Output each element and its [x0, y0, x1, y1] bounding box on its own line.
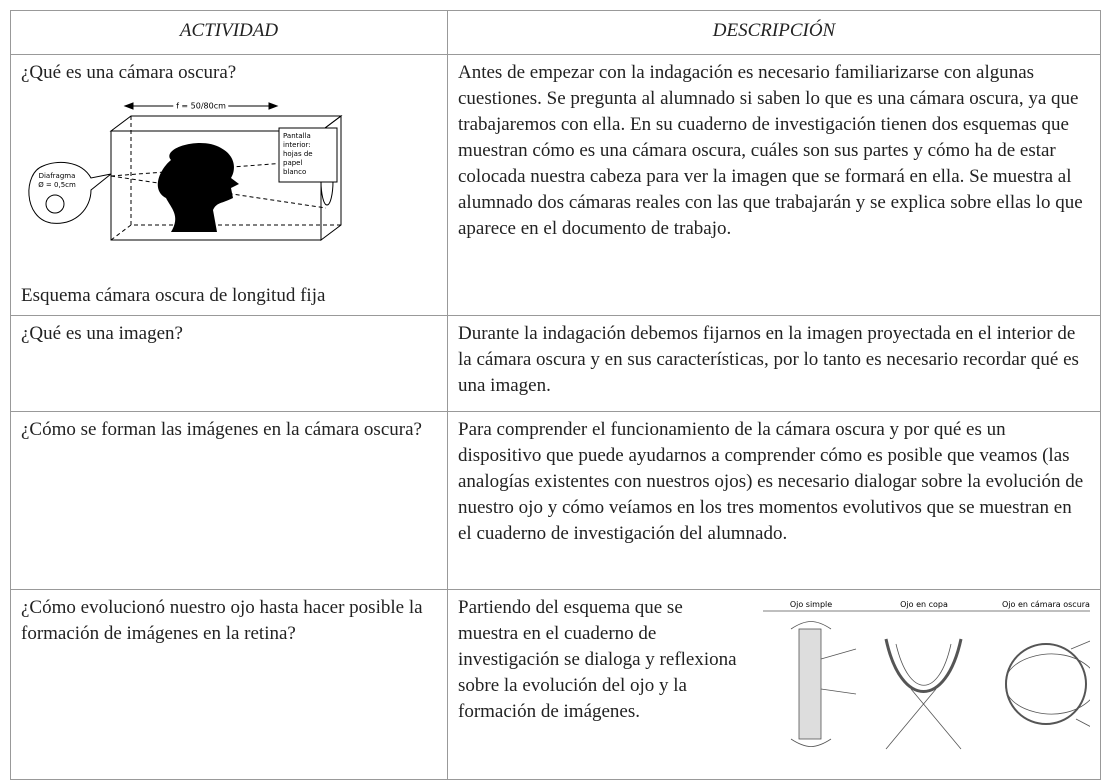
- screen-label: Pantalla: [283, 132, 311, 140]
- description: Partiendo del esquema que se muestra en …: [458, 597, 737, 722]
- panel-title: Ojo simple: [790, 600, 832, 609]
- diaphragm-label: Diafragma: [39, 172, 76, 180]
- camera-diagram: f = 50/80cm Diafragma Ø = 0,5cm Pantalla…: [28, 99, 343, 241]
- header-cell: ACTIVIDAD: [10, 10, 448, 55]
- row: ¿Qué es una imagen? Durante la indagació…: [10, 315, 1101, 412]
- activity-table: ACTIVIDAD DESCRIPCIÓN ¿Qué es una cámara…: [10, 10, 1101, 780]
- description: Antes de empezar con la indagación es ne…: [447, 54, 1101, 316]
- row: ¿Cómo evolucionó nuestro ojo hasta hacer…: [10, 589, 1101, 780]
- page: ACTIVIDAD DESCRIPCIÓN ¿Qué es una cámara…: [10, 10, 1101, 780]
- caption: Esquema cámara oscura de longitud fija: [21, 285, 326, 306]
- head-silhouette: [157, 143, 239, 232]
- eye-diagram: Ojo simple Ojo en copa Ojo en cámara osc…: [763, 600, 1090, 750]
- row: ¿Qué es una cámara oscura? f = 50/80cm D…: [10, 54, 1101, 316]
- activity: ¿Qué es una imagen?: [10, 315, 448, 412]
- activity-cell: ¿Qué es una cámara oscura? f = 50/80cm D…: [10, 54, 448, 316]
- header-row: ACTIVIDAD DESCRIPCIÓN: [10, 10, 1101, 55]
- diaphragm-label: Ø = 0,5cm: [38, 181, 76, 189]
- focal-label: f = 50/80cm: [176, 102, 226, 111]
- screen-label: interior:: [283, 141, 311, 149]
- row: ¿Cómo se forman las imágenes en la cámar…: [10, 411, 1101, 590]
- description-cell: Partiendo del esquema que se muestra en …: [447, 589, 1101, 780]
- description: Para comprender el funcionamiento de la …: [447, 411, 1101, 590]
- panel-title: Ojo en copa: [901, 600, 949, 609]
- activity: ¿Cómo se forman las imágenes en la cámar…: [10, 411, 448, 590]
- header-cell: DESCRIPCIÓN: [447, 10, 1101, 55]
- panel-title: Ojo en cámara oscura: [1002, 600, 1090, 609]
- description: Durante la indagación debemos fijarnos e…: [447, 315, 1101, 412]
- screen-label: hojas de: [283, 150, 313, 158]
- activity: ¿Cómo evolucionó nuestro ojo hasta hacer…: [10, 589, 448, 780]
- screen-label: blanco: [283, 168, 306, 176]
- activity: ¿Qué es una cámara oscura?: [21, 62, 237, 83]
- screen-label: papel: [283, 159, 302, 167]
